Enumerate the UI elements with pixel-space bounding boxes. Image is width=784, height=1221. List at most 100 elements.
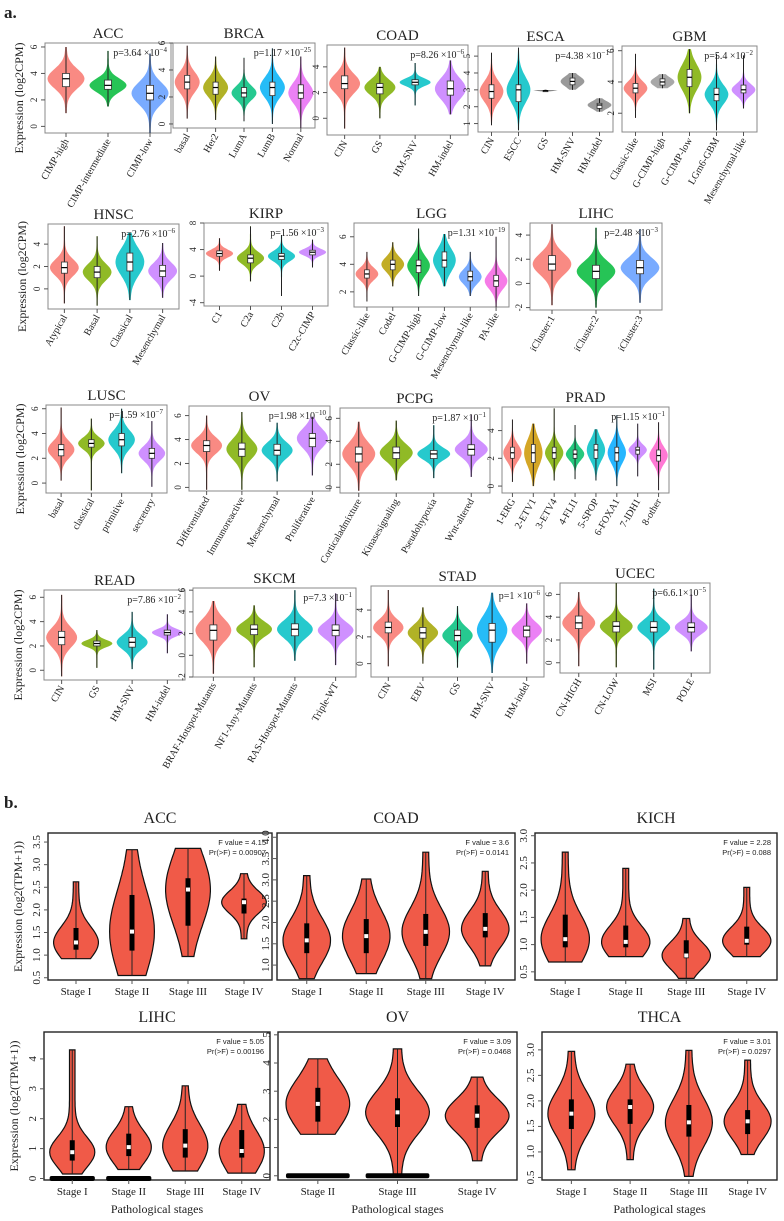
chart-panel-ov: OV 0 2 4 6 DifferentiatedImmunoreactiveMesenc… <box>173 389 331 557</box>
y-tick-label: 6 <box>338 234 348 239</box>
y-tick-label: 4 <box>338 262 348 267</box>
f-value: F value = 3.01 <box>723 1037 771 1046</box>
box <box>182 1129 188 1158</box>
x-tick-label: basal <box>47 497 67 520</box>
y-tick-label: 6 <box>29 44 39 49</box>
y-tick-label: 2.0 <box>31 903 43 917</box>
y-tick-label: -2 <box>177 673 187 681</box>
x-tick-label: Differentiated <box>175 495 212 549</box>
x-tick-label: CIN <box>332 139 350 159</box>
p-value: p=2.76 ×10−6 <box>121 227 175 240</box>
chart-panel-brca: BRCA 0 2 4 6 basal Her2 LumA LumB Normal p=1.17 ×1… <box>157 26 316 164</box>
median-marker <box>475 1113 480 1118</box>
p-value-exponent: −7 <box>156 408 164 416</box>
p-value-exponent: −25 <box>300 46 311 54</box>
x-tick-label: 8-other <box>640 496 664 527</box>
chart-title: ACC <box>144 810 177 827</box>
y-tick-label: 2.0 <box>525 1094 537 1108</box>
x-tick-label: Proliferative <box>283 495 318 544</box>
y-tick-label: 4 <box>27 1056 39 1062</box>
p-value: p=3.64 ×10−4 <box>113 46 167 59</box>
x-tick-label: CN-HIGH <box>554 677 585 719</box>
x-tick-label: Triple-WT <box>310 681 341 724</box>
x-tick-label: Codel <box>377 311 399 337</box>
x-tick-label: Stage IV <box>222 1186 261 1198</box>
f-value: F value = 5.05 <box>216 1037 264 1046</box>
x-axis-title: Pathological stages <box>351 1202 444 1216</box>
box <box>744 926 750 945</box>
p-value: p=8.26 ×10−6 <box>410 48 464 61</box>
y-tick-label: 4 <box>462 70 472 75</box>
plot-frame <box>192 587 357 678</box>
x-tick-label: NF1-Any-Mutants <box>213 681 260 751</box>
p-value-mantissa: p=1.98 ×10 <box>269 411 315 422</box>
box <box>185 878 191 926</box>
box <box>627 1099 633 1124</box>
p-value-exponent: −6 <box>457 48 465 56</box>
box <box>209 624 218 641</box>
chart-panel-lihc: LIHC 0 1 2 3 4 Stage I Stage II Stage III Stage I… <box>7 1009 271 1216</box>
p-value: p=1.15 ×10−1 <box>611 410 665 423</box>
y-tick-label: 2 <box>177 631 187 636</box>
chart-panel-skcm: SKCM-20246BRAF-Hotspot-MutantsNF1-Any-Mu… <box>161 571 357 771</box>
y-tick-label: 4 <box>157 67 167 72</box>
y-tick-label: -2 <box>514 304 524 312</box>
x-tick-label: HM-indel <box>503 681 532 721</box>
y-tick-label: 1.0 <box>260 958 272 972</box>
x-tick-label: basal <box>173 132 193 155</box>
p-value: Pr(>F) = 0.0141 <box>456 848 509 857</box>
y-tick-label: 4 <box>355 607 365 612</box>
p-value: p=7.3 ×10−1 <box>303 591 352 604</box>
chart-panel-kirp: KIRP -4 0 4 8 C1 C2a C2b C2c-CIMP p=1.56 ×10−3 <box>188 206 329 354</box>
y-tick-label: 1 <box>261 1145 273 1151</box>
chart-title: KICH <box>636 810 676 827</box>
box <box>593 444 599 459</box>
x-tick-label: HM-indel <box>144 684 173 724</box>
y-tick-label: 4 <box>606 79 616 84</box>
y-tick-label: 2 <box>544 638 554 643</box>
box <box>376 83 384 95</box>
p-value: Pr(>F) = 0.088 <box>722 848 771 857</box>
x-tick-label: Stage I <box>61 986 92 998</box>
x-tick-label: secretory <box>130 497 158 534</box>
box <box>446 80 454 96</box>
chart-title: LIHC <box>579 206 614 222</box>
x-tick-label: Atypical <box>43 313 70 349</box>
y-axis-title: Expression (log2CPM) <box>13 403 27 514</box>
y-tick-label: 4 <box>311 64 321 69</box>
box <box>269 81 276 97</box>
x-tick-label: Basal <box>82 313 103 338</box>
box <box>73 927 79 950</box>
median-marker <box>304 938 309 943</box>
chart-title: COAD <box>376 28 419 44</box>
x-tick-label: Normal <box>282 132 307 164</box>
x-tick-label: Stage II <box>301 1186 336 1198</box>
y-tick-label: 4.0 <box>260 830 272 844</box>
y-tick-label: 2 <box>32 264 42 269</box>
y-axis-title: Expression (log2CPM) <box>15 221 29 332</box>
y-tick-label: 3.0 <box>525 1042 537 1056</box>
p-value: p=1 ×10−6 <box>499 589 541 602</box>
plot-frame <box>339 407 491 494</box>
y-tick-label: 6 <box>173 413 183 418</box>
chart-title: KIRP <box>249 206 283 222</box>
y-tick-label: 0 <box>157 121 167 126</box>
box <box>297 84 304 99</box>
p-value-exponent: −1 <box>658 410 666 418</box>
box <box>482 913 488 938</box>
box <box>548 255 556 271</box>
p-value-exponent: −6 <box>168 227 176 235</box>
chart-panel-stad: STAD 0 2 4 CIN EBV GS HM-SNV HM-indel p=1 ×10−6 <box>355 569 545 721</box>
chart-panel-kich: KICH 0.5 1.0 1.5 2.0 2.5 3.0 Stage I Stage II Sta… <box>518 810 778 998</box>
p-value-mantissa: p=1.15 ×10 <box>611 412 657 423</box>
p-value-mantissa: p=4.38 ×10 <box>555 51 601 62</box>
box <box>614 446 620 462</box>
p-value: p=1.87 ×10−1 <box>432 411 486 424</box>
chart-title: BRCA <box>224 26 265 42</box>
p-value-mantissa: p=2.76 ×10 <box>121 229 167 240</box>
box <box>390 259 396 271</box>
p-value: p=1.31 ×10−19 <box>448 226 506 239</box>
x-tick-label: PA-like <box>477 311 502 343</box>
p-value-mantissa: p=1.56 ×10 <box>270 228 316 239</box>
y-tick-label: 3.0 <box>518 828 530 842</box>
